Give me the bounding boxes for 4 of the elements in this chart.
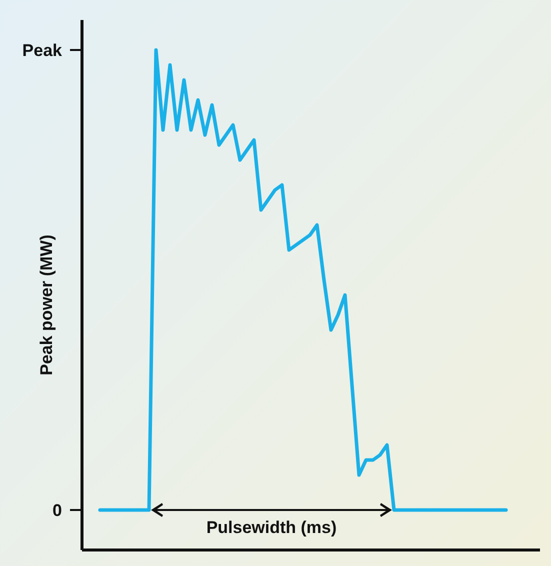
- y-axis-title: Peak power (MW): [37, 234, 56, 376]
- text: Peak: [22, 40, 63, 60]
- x-axis-title: Pulsewidth (ms): [206, 518, 337, 537]
- text: 0: [52, 500, 62, 520]
